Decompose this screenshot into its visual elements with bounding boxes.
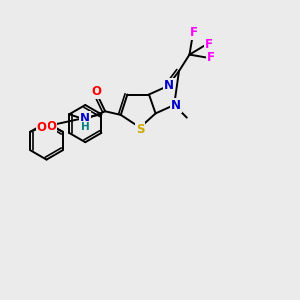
- Text: F: F: [205, 38, 213, 51]
- Text: S: S: [136, 123, 144, 136]
- Text: H: H: [81, 122, 89, 132]
- Text: O: O: [92, 85, 101, 98]
- Text: O: O: [46, 120, 56, 133]
- Text: F: F: [207, 51, 215, 64]
- Text: N: N: [171, 99, 181, 112]
- Text: N: N: [164, 79, 174, 92]
- Text: N: N: [80, 112, 90, 125]
- Text: F: F: [190, 26, 198, 39]
- Text: O: O: [37, 121, 47, 134]
